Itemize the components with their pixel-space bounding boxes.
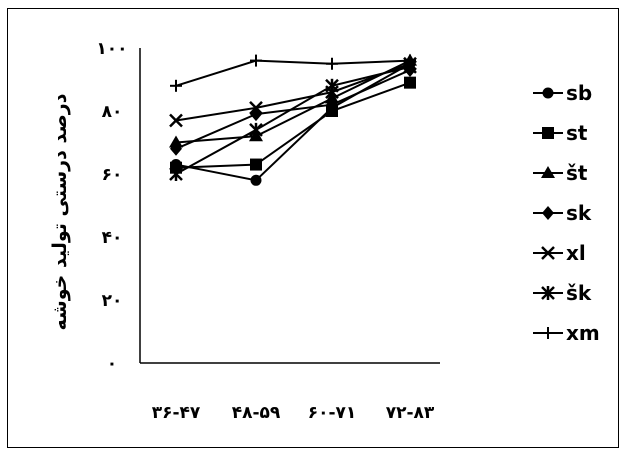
data-point-šk (249, 122, 263, 137)
legend: sb st št sk xl šk xm (533, 81, 600, 345)
data-point-št (169, 135, 183, 148)
data-point-xm (250, 54, 262, 67)
y-axis-label: درصد درستی تولید خوشه (49, 93, 71, 330)
data-point-sk (170, 141, 182, 156)
legend-item-xl: xl (533, 241, 586, 265)
data-point-xm (326, 57, 338, 70)
legend-item-šk: šk (533, 281, 592, 305)
data-point-st (250, 158, 262, 171)
y-tick-label: ۸۰ (102, 102, 123, 122)
series-line-št (175, 59, 411, 144)
legend-label: xm (566, 321, 600, 345)
series-line-st (175, 81, 411, 169)
data-point-št (325, 91, 339, 104)
series-lines (175, 59, 411, 182)
legend-marker-sk (542, 206, 554, 220)
y-tick-label: ۰ (107, 354, 117, 374)
series-line-xl (175, 62, 411, 122)
data-point-xm (170, 79, 182, 92)
legend-item-xm: xm (533, 321, 600, 345)
series-line-sk (175, 69, 411, 150)
series-line-šk (175, 65, 411, 175)
chart-frame (7, 8, 619, 448)
data-point-šk (169, 167, 183, 181)
legend-label: šk (566, 281, 592, 305)
legend-marker-sb (542, 87, 554, 99)
data-point-st (404, 76, 416, 89)
tick-labels: ۰ ۲۰ ۴۰ ۶۰ ۸۰ ۱۰۰ ۳۶-۴۷ ۴۸-۵۹ ۶۰-۷۱ ۷۲-۸۳ (96, 39, 434, 423)
x-tick-label: ۷۲-۸۳ (386, 403, 435, 423)
x-tick-label: ۴۸-۵۹ (232, 403, 281, 423)
chart-axes (139, 48, 440, 364)
data-point-xl (249, 100, 263, 115)
series-line-xm (175, 59, 411, 87)
y-tick-label: ۶۰ (102, 165, 123, 185)
y-tick-label: ۲۰ (102, 291, 123, 311)
y-tick-label: ۴۰ (102, 228, 123, 248)
legend-label: st (566, 121, 588, 145)
legend-item-št: št (533, 161, 588, 185)
legend-label: sb (566, 81, 592, 105)
legend-label: xl (566, 241, 586, 265)
legend-item-st: st (533, 121, 588, 145)
legend-marker-xl (541, 246, 555, 260)
legend-item-sb: sb (533, 81, 592, 105)
x-tick-label: ۶۰-۷۱ (308, 403, 357, 423)
data-point-šk (325, 78, 339, 93)
legend-label: sk (566, 201, 592, 225)
data-point-xl (169, 113, 183, 128)
series-markers (169, 53, 417, 186)
series-line-sb (175, 62, 411, 182)
legend-marker-xm (542, 327, 554, 339)
legend-marker-št (541, 166, 555, 178)
data-point-sb (250, 174, 262, 186)
legend-marker-šk (541, 286, 555, 300)
x-tick-label: ۳۶-۴۷ (152, 403, 201, 423)
y-tick-label: ۱۰۰ (96, 39, 127, 59)
data-point-xm (404, 54, 416, 67)
legend-item-sk: sk (533, 201, 592, 225)
legend-label: št (566, 161, 588, 185)
data-point-sk (326, 97, 338, 112)
legend-marker-st (542, 127, 554, 139)
